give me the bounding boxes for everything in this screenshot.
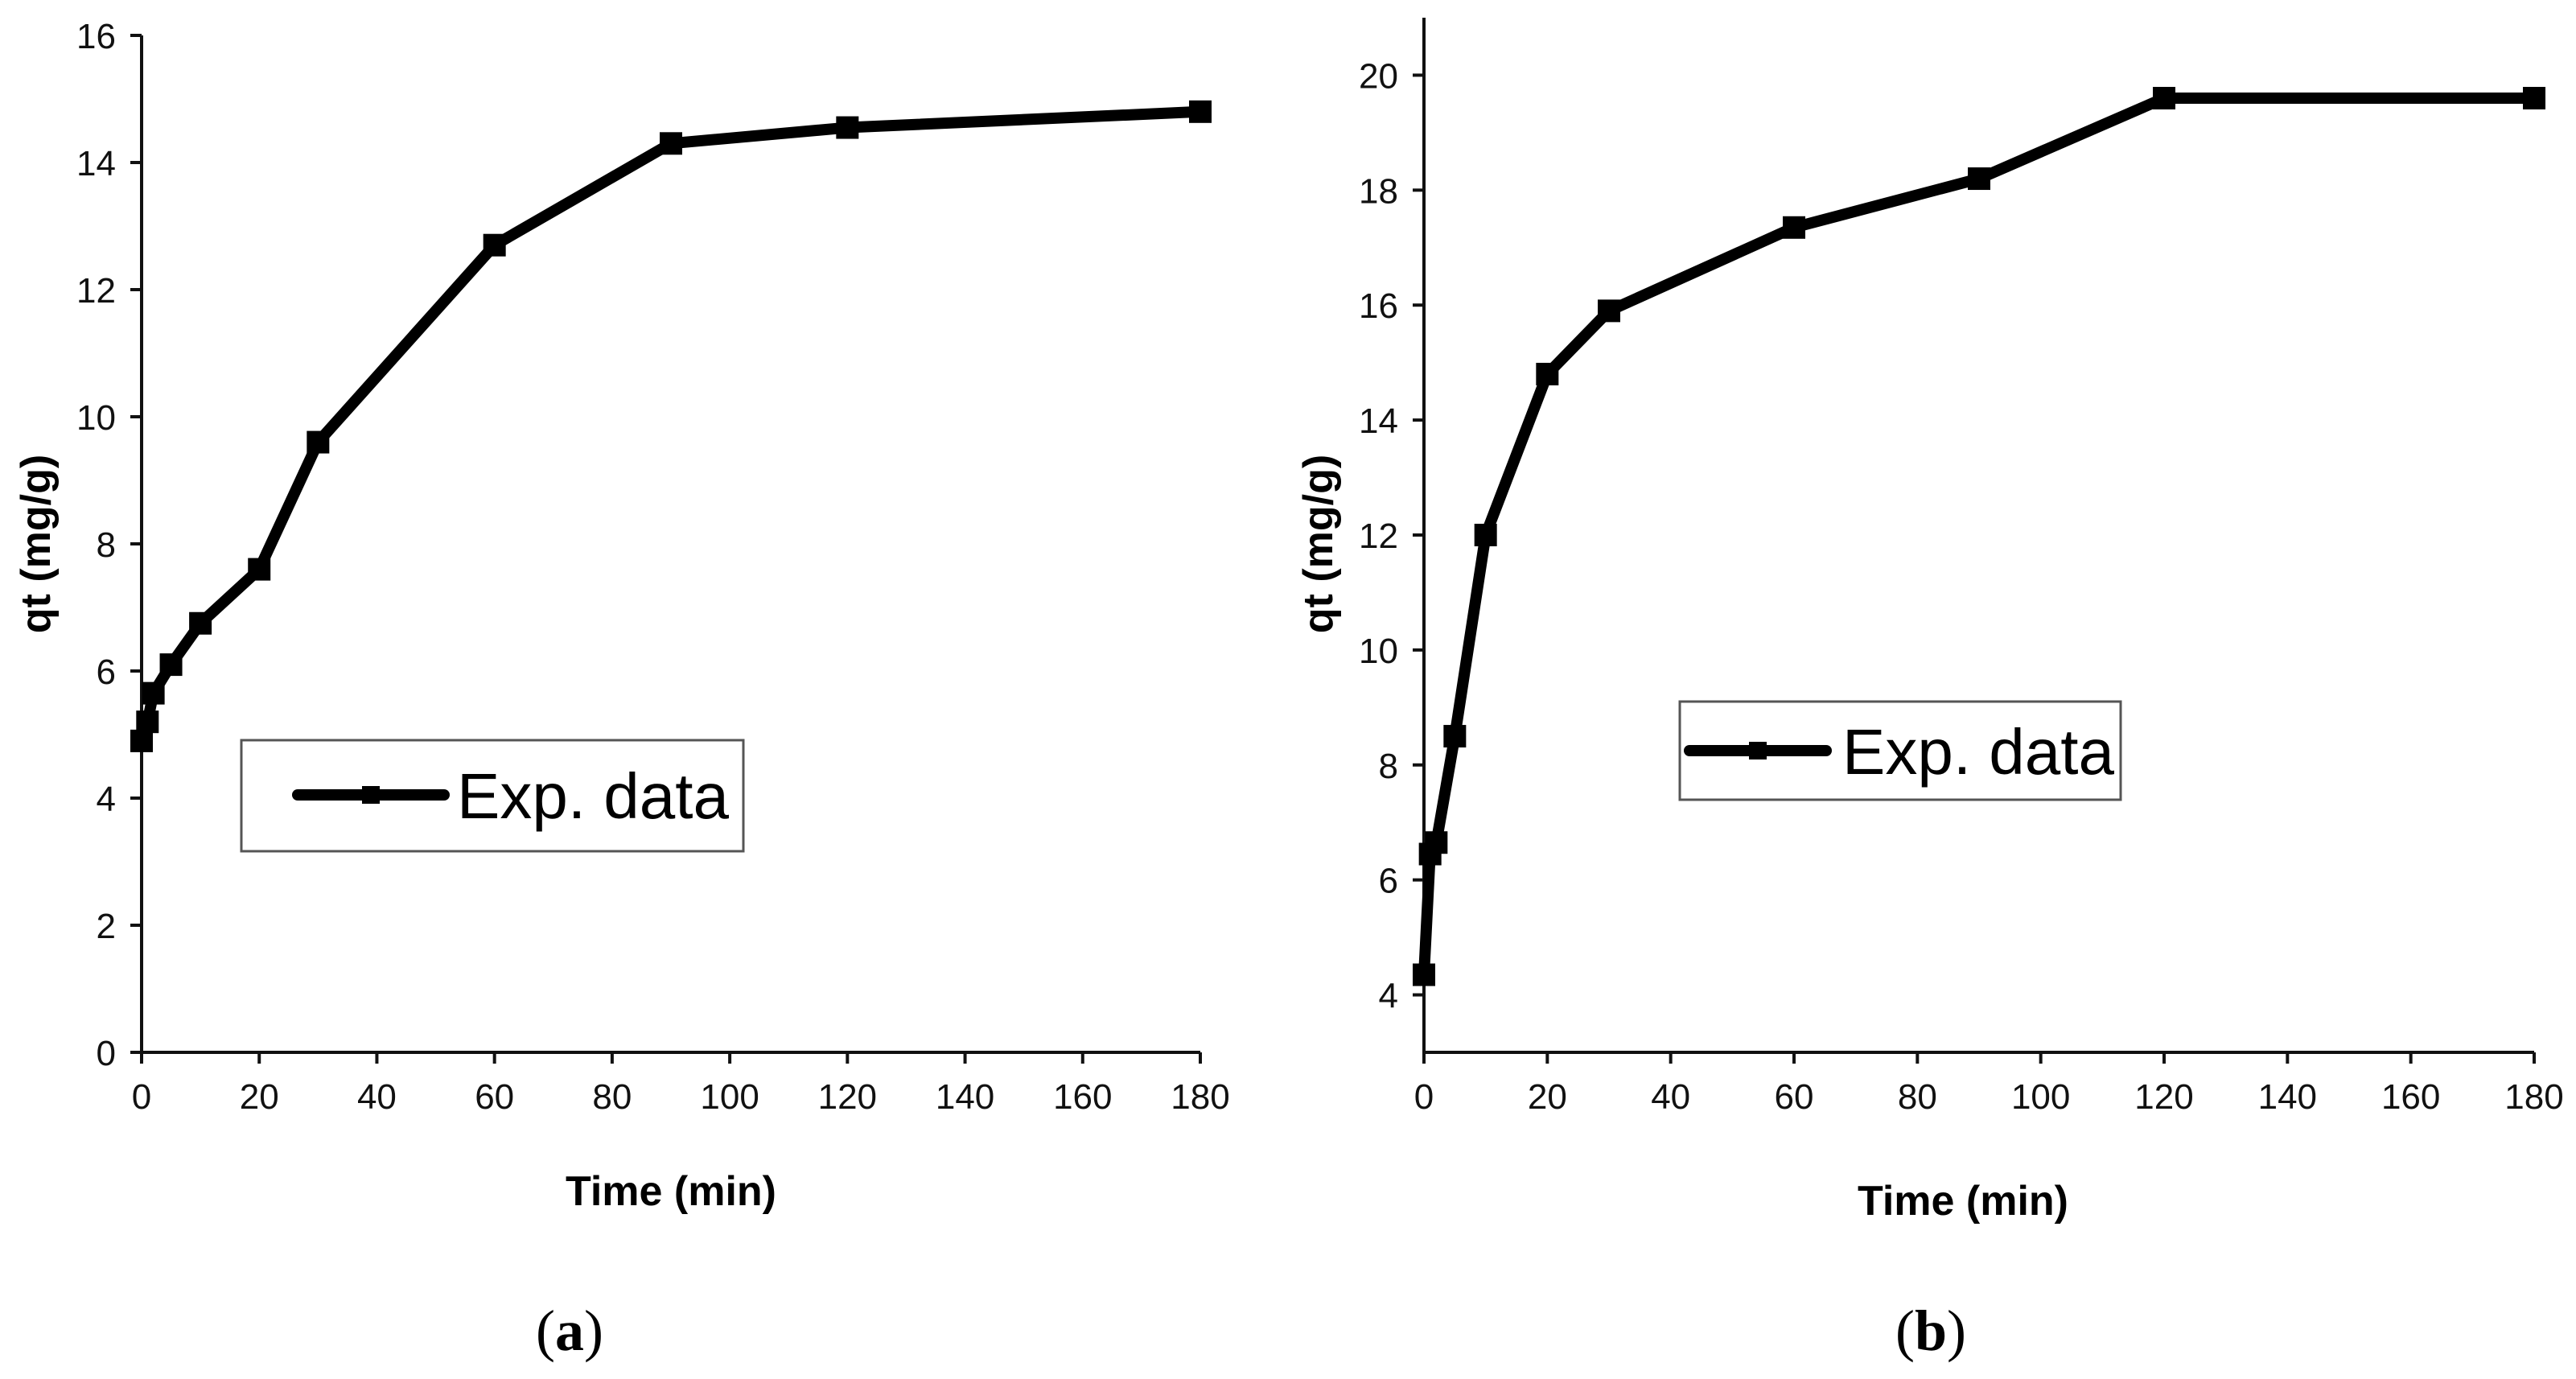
y-tick-label: 8 bbox=[1379, 747, 1398, 786]
y-ticks: 0 2 4 6 8 10 12 14 16 bbox=[76, 17, 142, 1073]
y-tick-label: 14 bbox=[76, 144, 116, 183]
y-tick-label: 14 bbox=[1359, 401, 1398, 441]
y-tick-label: 0 bbox=[97, 1034, 116, 1073]
x-ticks: 0 20 40 60 80 100 120 140 160 180 bbox=[132, 1052, 1230, 1117]
y-tick-label: 16 bbox=[1359, 286, 1398, 326]
x-tick-label: 0 bbox=[1414, 1077, 1434, 1117]
data-series bbox=[130, 100, 1212, 752]
legend-marker bbox=[362, 786, 380, 804]
data-point bbox=[1536, 362, 1559, 385]
x-tick-label: 20 bbox=[1528, 1077, 1567, 1117]
data-series bbox=[1413, 87, 2545, 986]
caption-close: ) bbox=[584, 1299, 603, 1363]
x-tick-label: 160 bbox=[2381, 1077, 2440, 1117]
data-point bbox=[307, 430, 330, 454]
y-axis-title: qt (mg/g) bbox=[13, 455, 60, 633]
y-tick-label: 8 bbox=[97, 525, 116, 565]
data-point bbox=[142, 681, 165, 705]
data-point bbox=[136, 710, 159, 734]
legend-marker bbox=[1749, 742, 1767, 759]
legend: Exp. data bbox=[240, 739, 745, 853]
chart-panel-b: 0 20 40 60 80 100 120 140 160 180 4 6 8 10 12 14 16 18 20… bbox=[1295, 18, 2564, 1363]
x-tick-label: 60 bbox=[475, 1077, 514, 1117]
x-tick-label: 100 bbox=[2011, 1077, 2070, 1117]
y-tick-label: 20 bbox=[1359, 56, 1398, 96]
data-point bbox=[660, 132, 682, 155]
x-tick-label: 140 bbox=[2258, 1077, 2317, 1117]
x-tick-label: 120 bbox=[2134, 1077, 2193, 1117]
data-point bbox=[1598, 299, 1620, 323]
data-point bbox=[189, 611, 212, 635]
y-tick-label: 4 bbox=[97, 780, 116, 819]
chart-panel-a: 0 20 40 60 80 100 120 140 160 180 0 2 4 6 8 10 12 14 16 q… bbox=[13, 17, 1230, 1363]
data-point bbox=[159, 653, 183, 677]
caption-letter: b bbox=[1915, 1299, 1947, 1363]
x-ticks: 0 20 40 60 80 100 120 140 160 180 bbox=[1414, 1052, 2564, 1117]
x-tick-label: 40 bbox=[357, 1077, 397, 1117]
data-point bbox=[1189, 100, 1212, 123]
panel-caption: (b) bbox=[1895, 1299, 1966, 1363]
y-axis-title: qt (mg/g) bbox=[1295, 455, 1342, 633]
x-tick-label: 160 bbox=[1053, 1077, 1112, 1117]
data-point bbox=[2523, 87, 2545, 110]
legend-label: Exp. data bbox=[457, 760, 730, 832]
caption-letter: a bbox=[555, 1299, 584, 1363]
data-point bbox=[483, 233, 506, 257]
x-tick-label: 80 bbox=[1898, 1077, 1937, 1117]
y-tick-label: 6 bbox=[97, 652, 116, 692]
y-tick-label: 12 bbox=[76, 271, 116, 311]
y-tick-label: 10 bbox=[76, 398, 116, 438]
caption-close: ) bbox=[1947, 1299, 1966, 1363]
data-point bbox=[1968, 167, 1990, 191]
x-tick-label: 180 bbox=[2504, 1077, 2563, 1117]
data-point bbox=[1443, 725, 1467, 748]
data-point bbox=[836, 116, 859, 139]
data-point bbox=[1474, 524, 1497, 546]
x-axis-title: Time (min) bbox=[566, 1168, 776, 1215]
data-point bbox=[1413, 963, 1435, 986]
x-tick-label: 180 bbox=[1171, 1077, 1229, 1117]
data-point bbox=[130, 729, 153, 752]
caption-open: ( bbox=[536, 1299, 555, 1363]
x-tick-label: 20 bbox=[240, 1077, 279, 1117]
y-tick-label: 2 bbox=[97, 907, 116, 946]
y-tick-label: 12 bbox=[1359, 517, 1398, 556]
series-line bbox=[1418, 93, 2540, 981]
data-point bbox=[1783, 216, 1805, 239]
x-tick-label: 100 bbox=[700, 1077, 759, 1117]
data-point bbox=[2153, 87, 2175, 110]
y-tick-label: 16 bbox=[76, 17, 116, 56]
x-tick-label: 40 bbox=[1651, 1077, 1690, 1117]
data-point bbox=[248, 558, 271, 581]
y-tick-label: 6 bbox=[1379, 862, 1398, 901]
data-point bbox=[1425, 831, 1448, 854]
legend: Exp. data bbox=[1678, 700, 2122, 801]
y-tick-label: 18 bbox=[1359, 171, 1398, 211]
x-tick-label: 80 bbox=[592, 1077, 632, 1117]
x-tick-label: 120 bbox=[818, 1077, 877, 1117]
legend-label: Exp. data bbox=[1842, 716, 2115, 788]
panel-caption: (a) bbox=[536, 1299, 603, 1363]
caption-open: ( bbox=[1895, 1299, 1915, 1363]
x-axis-title: Time (min) bbox=[1858, 1178, 2068, 1225]
y-tick-label: 10 bbox=[1359, 632, 1398, 671]
y-ticks: 4 6 8 10 12 14 16 18 20 bbox=[1359, 56, 1424, 1016]
x-tick-label: 60 bbox=[1775, 1077, 1814, 1117]
series-line bbox=[136, 105, 1206, 747]
y-tick-label: 4 bbox=[1379, 977, 1398, 1016]
x-tick-label: 0 bbox=[132, 1077, 151, 1117]
x-tick-label: 140 bbox=[936, 1077, 994, 1117]
